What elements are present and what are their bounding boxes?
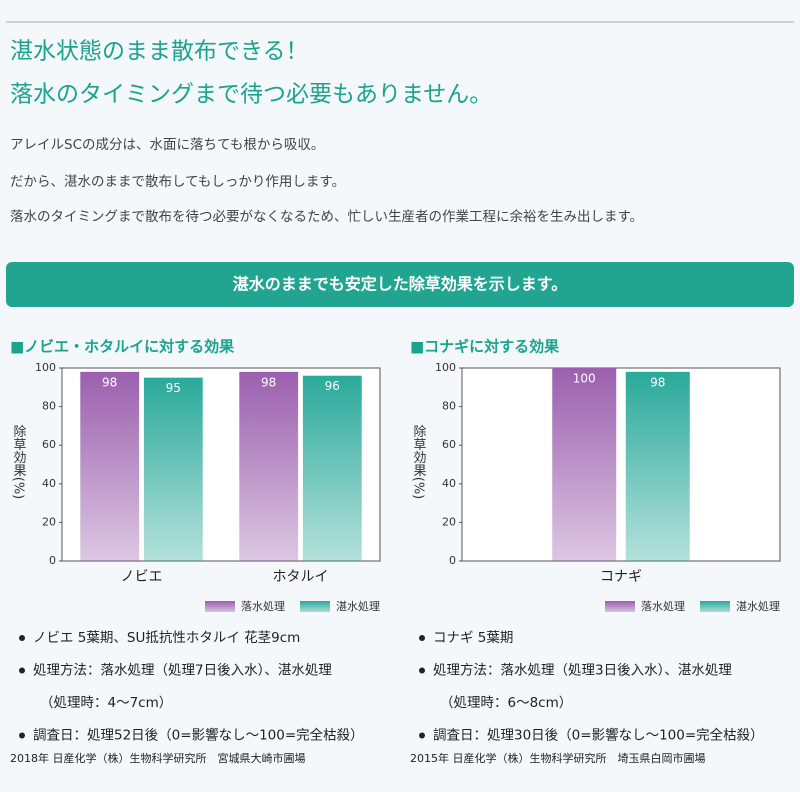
paragraph: だから、湛水のままで散布してもしっかり作用します。	[10, 174, 345, 190]
value-label: 95	[166, 381, 181, 395]
bullet	[19, 732, 25, 739]
legend-label: 湛水処理	[736, 600, 780, 613]
note: 調査日：処理30日後（0=影響なし〜100=完全枯殺）	[433, 727, 764, 744]
bar	[80, 371, 140, 561]
y-tick-label: 40	[42, 477, 56, 490]
legend-swatch	[300, 601, 330, 612]
note: ノビエ 5葉期、SU抵抗性ホタルイ 花茎9cm	[33, 630, 300, 646]
paragraph: アレイルSCの成分は、水面に落ちても根から吸収。	[10, 137, 324, 153]
bullet	[19, 635, 25, 641]
value-label: 100	[573, 372, 596, 386]
legend-label: 落水処理	[641, 600, 685, 613]
legend-swatch	[605, 601, 635, 612]
note: 調査日：処理52日後（0=影響なし〜100=完全枯殺）	[33, 727, 364, 744]
bullet	[19, 667, 25, 674]
plot-area	[461, 367, 781, 562]
x-tick-label: ノビエ	[121, 569, 163, 585]
y-tick-label: 20	[442, 515, 456, 528]
bullet	[419, 635, 425, 641]
note: 処理方法：落水処理（処理3日後入水）、湛水処理	[433, 663, 732, 679]
bar	[143, 377, 203, 561]
y-tick-label: 0	[449, 554, 456, 567]
y-axis-label: 除草効果(%)	[411, 425, 427, 500]
chart-title: ■ノビエ・ホタルイに対する効果	[10, 338, 235, 356]
legend-label: 落水処理	[241, 600, 285, 613]
heading: 湛水状態のまま散布できる！	[10, 39, 309, 65]
y-tick-label: 60	[42, 438, 56, 451]
legend-swatch	[205, 601, 235, 612]
y-tick-label: 100	[435, 361, 456, 374]
heading: 落水のタイミングまで待つ必要もありません。	[10, 82, 492, 108]
y-axis-label: 除草効果(%)	[11, 425, 27, 500]
y-tick-label: 100	[35, 361, 56, 374]
bar	[552, 368, 617, 561]
value-label: 98	[261, 375, 276, 389]
bullet	[419, 732, 425, 739]
x-tick-label: コナギ	[600, 569, 642, 585]
legend-label: 湛水処理	[336, 600, 380, 613]
note: 処理方法：落水処理（処理7日後入水）、湛水処理	[33, 663, 332, 679]
note: （処理時：6〜8cm）	[440, 695, 572, 711]
source: 2015年 日産化学（株）生物科学研究所 埼玉県白岡市圃場	[410, 751, 706, 765]
y-tick-label: 80	[42, 400, 56, 413]
value-label: 98	[102, 375, 117, 389]
note: コナギ 5葉期	[433, 630, 513, 646]
y-tick-label: 80	[442, 400, 456, 413]
y-tick-label: 40	[442, 477, 456, 490]
bar	[302, 375, 362, 561]
bar	[239, 371, 299, 561]
bullet	[419, 667, 425, 674]
banner	[6, 262, 794, 307]
x-tick-label: ホタルイ	[273, 569, 329, 585]
source: 2018年 日産化学（株）生物科学研究所 宮城県大崎市圃場	[10, 751, 306, 765]
note: （処理時：4〜7cm）	[40, 695, 172, 711]
paragraph: 落水のタイミングまで散布を待つ必要がなくなるため、忙しい生産者の作業工程に余裕を…	[10, 208, 643, 225]
value-label: 98	[650, 375, 665, 389]
banner-text: 湛水のままでも安定した除草効果を示します。	[233, 275, 567, 294]
y-tick-label: 0	[49, 554, 56, 567]
value-label: 96	[325, 379, 340, 393]
y-tick-label: 20	[42, 515, 56, 528]
legend-swatch	[700, 601, 730, 612]
bar	[625, 371, 690, 561]
chart-title: ■コナギに対する効果	[410, 338, 560, 356]
y-tick-label: 60	[442, 438, 456, 451]
